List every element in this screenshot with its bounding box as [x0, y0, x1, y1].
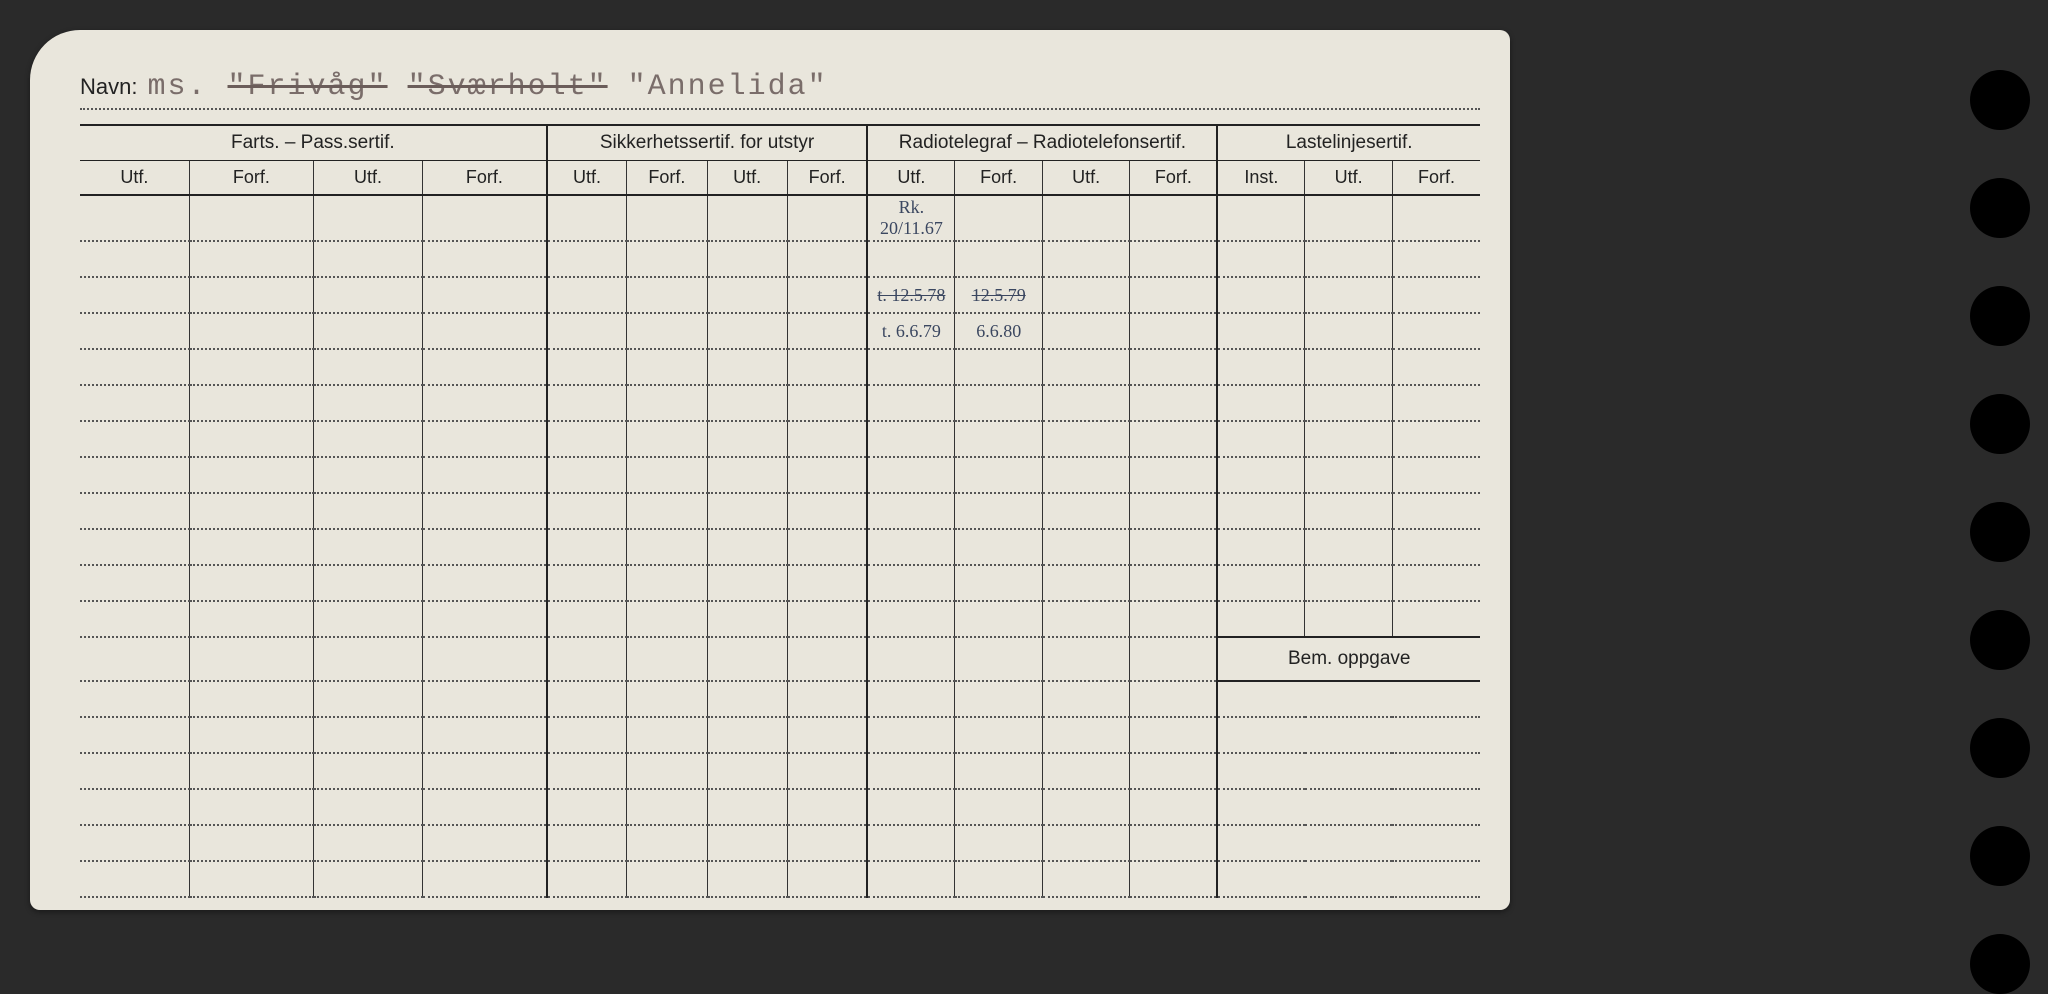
- table-body: Rk. 20/11.67 t. 12.5.78 12.5.79: [80, 195, 1480, 897]
- sub-utf: Utf.: [80, 161, 189, 196]
- hdr-laste: Lastelinjesertif.: [1217, 125, 1480, 161]
- sub-forf: Forf.: [627, 161, 707, 196]
- sub-utf: Utf.: [1042, 161, 1130, 196]
- punch-hole-icon: [1970, 610, 2030, 670]
- sub-forf: Forf.: [423, 161, 547, 196]
- punch-hole-icon: [1970, 502, 2030, 562]
- sub-forf: Forf.: [1392, 161, 1480, 196]
- punch-hole-icon: [1970, 394, 2030, 454]
- cell-t1: t. 12.5.78: [877, 285, 945, 305]
- sub-forf: Forf.: [787, 161, 867, 196]
- punch-hole-icon: [1970, 934, 2030, 994]
- navn-value: ms. "Frivåg" "Sværholt" "Annelida": [147, 70, 827, 104]
- bem-header: Bem. oppgave: [1217, 637, 1480, 681]
- table-row: [80, 385, 1480, 421]
- sub-utf: Utf.: [547, 161, 627, 196]
- table-row: [80, 349, 1480, 385]
- sub-forf: Forf.: [955, 161, 1043, 196]
- navn-prefix: ms.: [147, 70, 207, 104]
- sub-utf: Utf.: [867, 161, 955, 196]
- punch-hole-icon: [1970, 826, 2030, 886]
- sub-inst: Inst.: [1217, 161, 1305, 196]
- hdr-farts: Farts. – Pass.sertif.: [80, 125, 547, 161]
- table-row: [80, 789, 1480, 825]
- punch-hole-icon: [1970, 286, 2030, 346]
- table-row: [80, 753, 1480, 789]
- punch-hole-icon: [1970, 70, 2030, 130]
- table-row: [80, 825, 1480, 861]
- punch-hole-icon: [1970, 178, 2030, 238]
- table-row: [80, 241, 1480, 277]
- hdr-sikkerhet: Sikkerhetssertif. for utstyr: [547, 125, 868, 161]
- name-line: Navn: ms. "Frivåg" "Sværholt" "Annelida": [80, 70, 1480, 110]
- table-row: [80, 681, 1480, 717]
- punch-hole-icon: [1970, 718, 2030, 778]
- bem-row: Bem. oppgave: [80, 637, 1480, 681]
- sub-forf: Forf.: [1130, 161, 1218, 196]
- navn-name3: "Annelida": [628, 70, 828, 104]
- table-row: [80, 529, 1480, 565]
- cell-t2b: 6.6.80: [955, 313, 1043, 349]
- table-row: t. 6.6.79 6.6.80: [80, 313, 1480, 349]
- sub-forf: Forf.: [189, 161, 313, 196]
- navn-label: Navn:: [80, 74, 137, 100]
- table-row: [80, 861, 1480, 897]
- table-row: [80, 421, 1480, 457]
- hdr-radio: Radiotelegraf – Radiotelefonsertif.: [867, 125, 1217, 161]
- sub-utf: Utf.: [313, 161, 422, 196]
- table-row: Rk. 20/11.67: [80, 195, 1480, 241]
- punch-holes: [1970, 70, 2030, 994]
- table-row: [80, 493, 1480, 529]
- sub-utf: Utf.: [1305, 161, 1393, 196]
- table-row: [80, 565, 1480, 601]
- cell-rk: Rk. 20/11.67: [867, 195, 955, 241]
- cell-t2: t. 6.6.79: [867, 313, 955, 349]
- navn-name2: "Sværholt": [408, 70, 608, 104]
- table-row: t. 12.5.78 12.5.79: [80, 277, 1480, 313]
- table-row: [80, 457, 1480, 493]
- record-card: Navn: ms. "Frivåg" "Sværholt" "Annelida"…: [30, 30, 1510, 910]
- table-row: [80, 717, 1480, 753]
- sub-utf: Utf.: [707, 161, 787, 196]
- table-row: [80, 601, 1480, 637]
- certificate-table: Farts. – Pass.sertif. Sikkerhetssertif. …: [80, 124, 1480, 898]
- cell-t1b: 12.5.79: [972, 285, 1026, 305]
- navn-name1: "Frivåg": [228, 70, 388, 104]
